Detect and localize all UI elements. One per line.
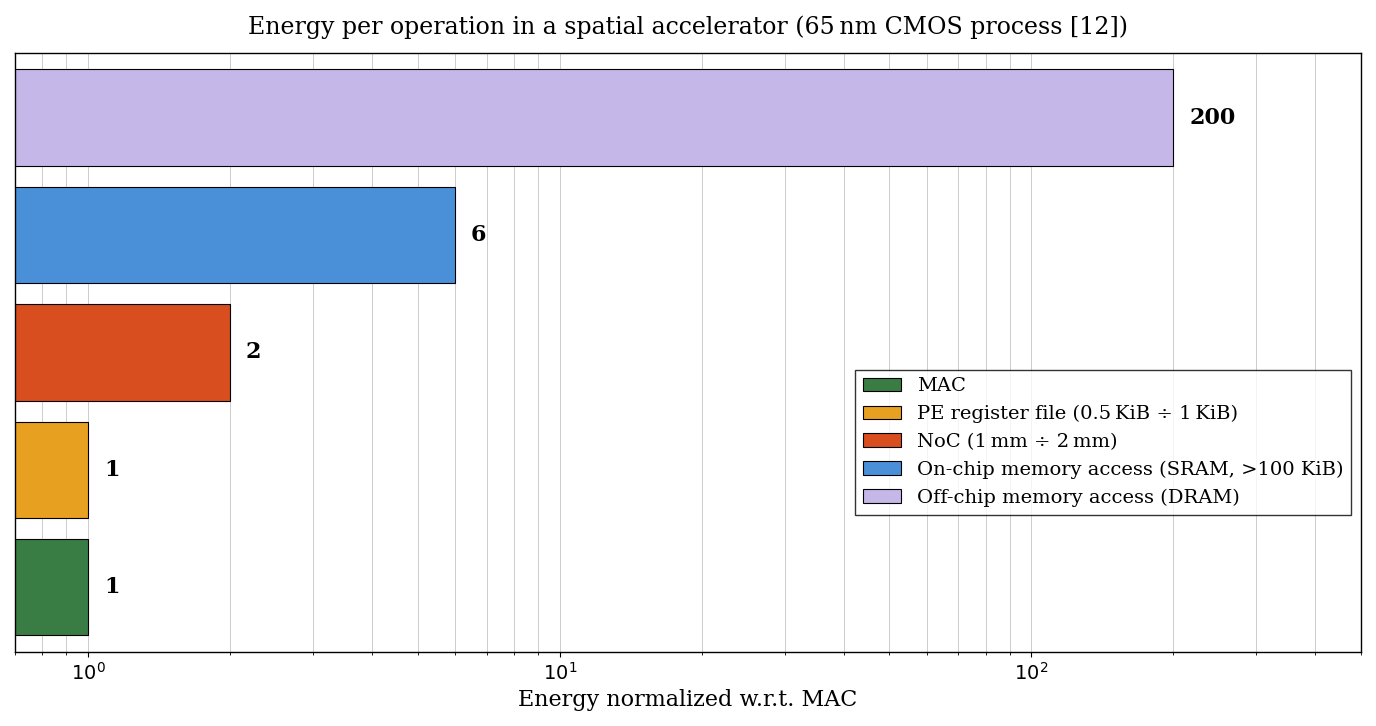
Bar	[0, 539, 88, 635]
Text: 1: 1	[103, 576, 120, 598]
Legend: MAC, PE register file (0.5 KiB ÷ 1 KiB), NoC (1 mm ÷ 2 mm), On-chip memory acces: MAC, PE register file (0.5 KiB ÷ 1 KiB),…	[854, 370, 1351, 515]
Text: 2: 2	[246, 341, 261, 364]
Bar	[0, 422, 88, 518]
Bar	[0, 70, 1174, 166]
Text: 6: 6	[471, 224, 486, 246]
Title: Energy per operation in a spatial accelerator (65 nm CMOS process [12]): Energy per operation in a spatial accele…	[248, 15, 1128, 38]
Bar	[0, 187, 455, 283]
X-axis label: Energy normalized w.r.t. MAC: Energy normalized w.r.t. MAC	[519, 689, 857, 711]
Text: 1: 1	[103, 459, 120, 481]
Text: 200: 200	[1189, 107, 1236, 129]
Bar	[0, 304, 230, 401]
